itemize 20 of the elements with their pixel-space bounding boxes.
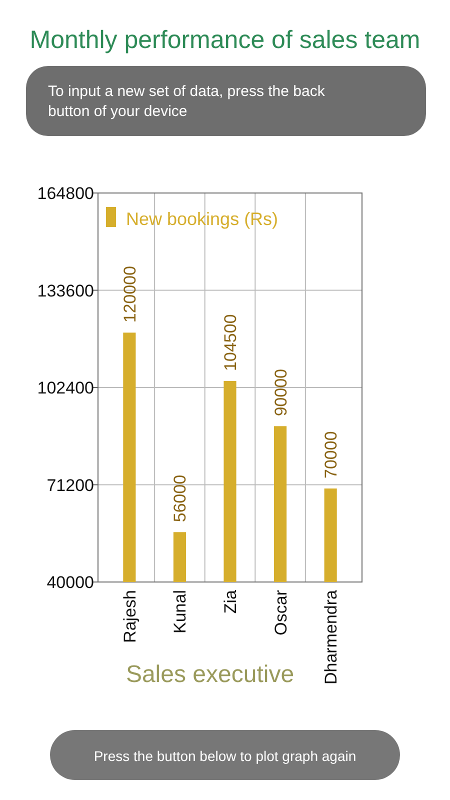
chart-title: Monthly performance of sales team	[30, 26, 420, 54]
legend-label: New bookings (Rs)	[126, 209, 278, 229]
x-tick-label: Zia	[221, 589, 240, 614]
x-tick-label: Dharmendra	[322, 589, 341, 684]
y-tick-label: 164800	[37, 184, 94, 203]
data-label: 120000	[120, 266, 140, 323]
text: Press the button below to plot graph again	[94, 748, 356, 764]
data-label: 70000	[322, 431, 341, 478]
y-tick-label: 71200	[46, 476, 94, 495]
x-tick-label: Kunal	[170, 590, 190, 634]
y-tick-label: 40000	[46, 573, 94, 592]
text: To input a new set of data, press the back button of your device	[48, 83, 326, 120]
data-label: 104500	[221, 314, 240, 371]
x-axis-title: Sales executive	[126, 661, 294, 688]
data-label: 56000	[170, 474, 190, 522]
x-tick-label: Rajesh	[120, 590, 140, 643]
data-label: 90000	[271, 368, 290, 416]
y-tick-label: 102400	[37, 378, 94, 398]
x-tick-label: Oscar	[271, 590, 290, 636]
y-tick-label: 133600	[37, 281, 94, 300]
